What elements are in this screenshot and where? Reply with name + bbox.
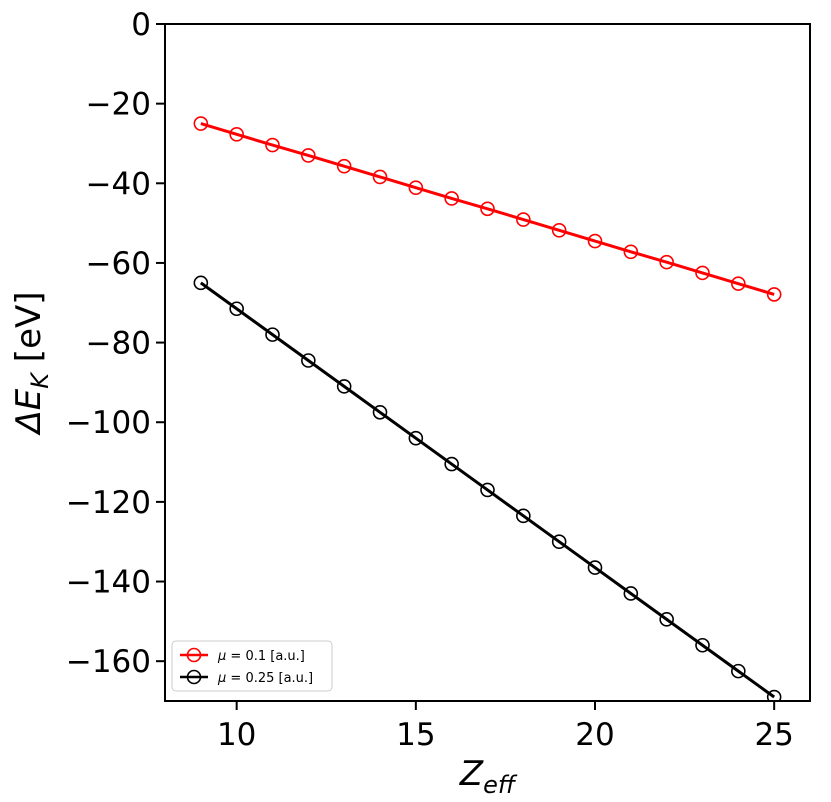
data-point-series-1 <box>659 254 674 270</box>
data-point-series-1 <box>551 222 567 238</box>
data-point-series-1 <box>623 244 639 260</box>
data-point-series-1 <box>193 116 209 131</box>
y-tick-label: 0 <box>131 7 151 43</box>
y-tick-label: −60 <box>86 246 151 282</box>
axes: 0 −20 −40 −60 −80 −100 −120 −140 −160 10 15 20 25 Zef… <box>9 7 811 799</box>
x-tick-label: 20 <box>575 717 614 753</box>
y-tick-label: −140 <box>66 565 151 601</box>
legend-label-1: μ = 0.1 [a.u.] <box>217 649 305 664</box>
data-point-series-1 <box>301 148 316 163</box>
plot-area <box>193 116 782 701</box>
data-point-series-2 <box>265 327 280 342</box>
data-point-series-1 <box>265 137 280 153</box>
data-point-series-2 <box>551 534 567 550</box>
legend: μ = 0.1 [a.u.] μ = 0.25 [a.u.] <box>171 640 333 692</box>
y-tick-label: −120 <box>66 485 151 521</box>
data-point-series-1 <box>731 276 746 291</box>
data-point-series-1 <box>480 201 495 217</box>
y-axis-label: ΔEK [eV] <box>9 291 54 436</box>
data-point-series-1 <box>766 287 782 302</box>
data-point-series-1 <box>372 169 388 185</box>
data-point-series-2 <box>480 482 495 498</box>
data-point-series-2 <box>516 508 531 524</box>
data-point-series-2 <box>659 612 674 627</box>
data-point-series-1 <box>229 127 244 142</box>
data-point-series-2 <box>587 560 603 575</box>
data-point-series-2 <box>408 430 424 446</box>
data-point-series-2 <box>695 637 710 653</box>
data-point-series-2 <box>336 379 352 394</box>
data-point-series-2 <box>766 689 782 701</box>
data-point-series-2 <box>193 275 209 291</box>
data-point-series-2 <box>372 404 388 420</box>
data-point-series-2 <box>444 456 459 472</box>
series-line-1 <box>200 122 775 296</box>
series-line-2 <box>199 281 776 699</box>
legend-marker-2 <box>186 669 202 685</box>
data-point-series-1 <box>516 212 531 227</box>
y-tick-label: −100 <box>66 405 151 441</box>
data-point-series-1 <box>587 233 603 249</box>
data-point-series-2 <box>731 663 746 679</box>
y-tick-label: −40 <box>86 166 151 202</box>
y-tick-label: −160 <box>66 644 151 680</box>
data-point-series-1 <box>336 158 352 174</box>
legend-label-2: μ = 0.25 [a.u.] <box>217 671 313 686</box>
x-tick-label: 15 <box>396 717 435 753</box>
axes-frame <box>164 23 811 702</box>
data-point-series-1 <box>695 265 710 281</box>
x-tick-label: 25 <box>754 717 793 753</box>
data-point-series-2 <box>623 586 639 601</box>
y-tick-label: −80 <box>86 326 151 362</box>
data-point-series-1 <box>408 180 424 195</box>
data-point-series-1 <box>444 191 459 206</box>
data-point-series-2 <box>301 353 316 368</box>
data-point-series-2 <box>229 301 244 317</box>
legend-box <box>171 640 333 692</box>
y-tick-label: −20 <box>86 87 151 123</box>
x-axis-label: Zeff <box>459 754 518 799</box>
x-tick-label: 10 <box>217 717 256 753</box>
legend-marker-1 <box>186 647 202 663</box>
